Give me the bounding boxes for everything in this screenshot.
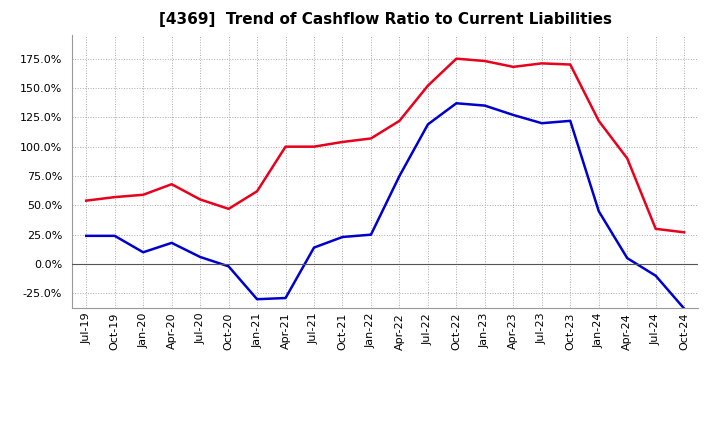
Free CF to Current Liabilities: [282, 295, 290, 301]
Free CF to Current Liabilities: [423, 122, 432, 127]
Operating CF to Current Liabilities: [366, 136, 375, 141]
Operating CF to Current Liabilities: [395, 118, 404, 124]
Free CF to Current Liabilities: [680, 306, 688, 311]
Free CF to Current Liabilities: [537, 121, 546, 126]
Operating CF to Current Liabilities: [282, 144, 290, 149]
Free CF to Current Liabilities: [225, 264, 233, 269]
Operating CF to Current Liabilities: [566, 62, 575, 67]
Free CF to Current Liabilities: [110, 233, 119, 238]
Free CF to Current Liabilities: [196, 254, 204, 260]
Operating CF to Current Liabilities: [652, 226, 660, 231]
Free CF to Current Liabilities: [167, 240, 176, 246]
Title: [4369]  Trend of Cashflow Ratio to Current Liabilities: [4369] Trend of Cashflow Ratio to Curren…: [158, 12, 612, 27]
Free CF to Current Liabilities: [509, 112, 518, 117]
Operating CF to Current Liabilities: [595, 118, 603, 124]
Operating CF to Current Liabilities: [110, 194, 119, 200]
Free CF to Current Liabilities: [366, 232, 375, 237]
Operating CF to Current Liabilities: [253, 189, 261, 194]
Operating CF to Current Liabilities: [423, 83, 432, 88]
Line: Operating CF to Current Liabilities: Operating CF to Current Liabilities: [86, 59, 684, 232]
Operating CF to Current Liabilities: [167, 182, 176, 187]
Operating CF to Current Liabilities: [139, 192, 148, 198]
Operating CF to Current Liabilities: [623, 156, 631, 161]
Operating CF to Current Liabilities: [480, 59, 489, 64]
Free CF to Current Liabilities: [338, 235, 347, 240]
Legend: Operating CF to Current Liabilities, Free CF to Current Liabilities: Operating CF to Current Liabilities, Fre…: [131, 437, 639, 440]
Operating CF to Current Liabilities: [196, 197, 204, 202]
Free CF to Current Liabilities: [395, 173, 404, 179]
Operating CF to Current Liabilities: [82, 198, 91, 203]
Operating CF to Current Liabilities: [452, 56, 461, 61]
Free CF to Current Liabilities: [253, 297, 261, 302]
Free CF to Current Liabilities: [480, 103, 489, 108]
Operating CF to Current Liabilities: [310, 144, 318, 149]
Free CF to Current Liabilities: [452, 101, 461, 106]
Operating CF to Current Liabilities: [537, 61, 546, 66]
Operating CF to Current Liabilities: [680, 230, 688, 235]
Free CF to Current Liabilities: [139, 249, 148, 255]
Free CF to Current Liabilities: [652, 273, 660, 279]
Operating CF to Current Liabilities: [338, 139, 347, 145]
Operating CF to Current Liabilities: [509, 64, 518, 70]
Free CF to Current Liabilities: [82, 233, 91, 238]
Free CF to Current Liabilities: [595, 209, 603, 214]
Operating CF to Current Liabilities: [225, 206, 233, 212]
Line: Free CF to Current Liabilities: Free CF to Current Liabilities: [86, 103, 684, 308]
Free CF to Current Liabilities: [566, 118, 575, 124]
Free CF to Current Liabilities: [623, 256, 631, 261]
Free CF to Current Liabilities: [310, 245, 318, 250]
